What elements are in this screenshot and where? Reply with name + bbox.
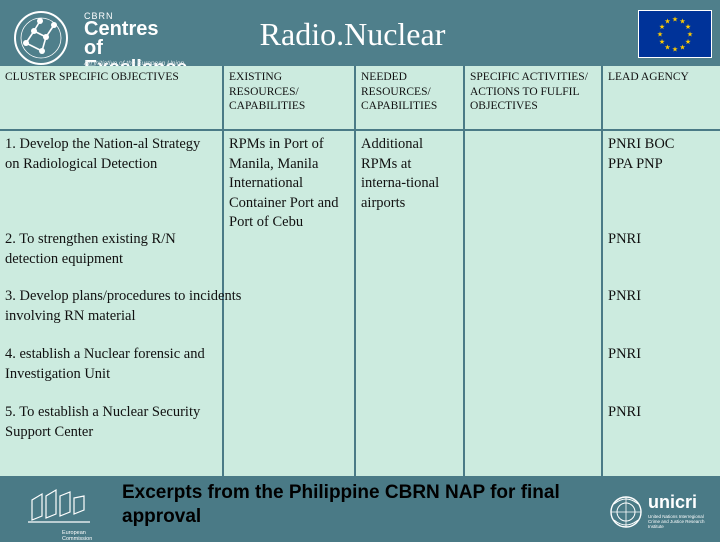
- unicri-subtitle: United Nations Interregional Crime and J…: [648, 514, 705, 529]
- objectives-column-body: [0, 131, 222, 476]
- eu-star-icon: ★: [672, 46, 678, 54]
- column-header-needed: NEEDED RESOURCES/ CAPABILITIES: [356, 66, 463, 129]
- eu-star-icon: ★: [679, 43, 685, 51]
- eu-star-icon: ★: [685, 38, 691, 46]
- unicri-name: unicri: [648, 492, 698, 512]
- eu-star-icon: ★: [664, 43, 670, 51]
- lead-agency-row-3: PNRI: [608, 288, 642, 304]
- lead-agency-row-2: PNRI: [608, 231, 642, 247]
- eu-star-icon: ★: [664, 18, 670, 26]
- column-header-lead-agency: LEAD AGENCY: [603, 66, 720, 129]
- specific-activities-cell: [465, 131, 601, 476]
- objective-row-1: 1. Develop the Nation-al Strategy on Rad…: [5, 136, 201, 172]
- cbrn-coe-logo: CBRN Centres of Excellence An initiative…: [8, 6, 208, 78]
- eu-star-icon: ★: [657, 31, 663, 39]
- logo-kicker: CBRN: [84, 11, 114, 21]
- un-emblem-icon: [610, 496, 642, 528]
- slide-header: CBRN Centres of Excellence An initiative…: [0, 0, 720, 78]
- eu-star-icon: ★: [659, 38, 665, 46]
- objectives-table: CLUSTER SPECIFIC OBJECTIVES EXISTING RES…: [0, 66, 720, 476]
- column-header-activities: SPECIFIC ACTIVITIES/ ACTIONS TO FULFIL O…: [465, 66, 601, 129]
- eu-star-icon: ★: [679, 18, 685, 26]
- ec-logo-label: European Commission: [62, 530, 93, 542]
- slide-title: Radio.Nuclear: [259, 16, 446, 52]
- eu-flag-icon: ★ ★ ★ ★ ★ ★ ★ ★ ★ ★ ★ ★: [638, 10, 712, 58]
- lead-agency-row-4: PNRI: [608, 346, 642, 362]
- network-globe-icon: [14, 11, 68, 65]
- european-commission-logo: European Commission: [26, 486, 96, 542]
- eu-star-icon: ★: [672, 16, 678, 24]
- lead-agency-column-body: [603, 131, 720, 476]
- slide-footer: European Commission Excerpts from the Ph…: [0, 476, 720, 542]
- logo-line-1: Centres: [84, 18, 159, 40]
- objective-row-4: 4. establish a Nuclear forensic and Inve…: [5, 346, 205, 382]
- unicri-logo: unicri United Nations Interregional Crim…: [608, 492, 712, 532]
- objective-row-5: 5. To establish a Nuclear Security Suppo…: [5, 404, 201, 440]
- lead-agency-row-1: PNRI BOC PPA PNP: [608, 136, 675, 172]
- logo-tagline: An initiative of the European Union: [84, 60, 185, 67]
- objective-row-2: 2. To strengthen existing R/N detection …: [5, 231, 176, 267]
- eu-star-icon: ★: [687, 31, 693, 39]
- existing-resources-cell: RPMs in Port of Manila, Manila Internati…: [224, 131, 354, 476]
- ec-building-icon: [28, 488, 90, 523]
- eu-star-icon: ★: [685, 23, 691, 31]
- footer-caption: Excerpts from the Philippine CBRN NAP fo…: [122, 482, 560, 527]
- needed-resources-cell: Additional RPMs at interna-tional airpor…: [356, 131, 463, 476]
- column-header-objectives: CLUSTER SPECIFIC OBJECTIVES: [0, 66, 222, 129]
- eu-star-icon: ★: [659, 23, 665, 31]
- lead-agency-row-5: PNRI: [608, 404, 642, 420]
- objective-row-3: 3. Develop plans/procedures to incidents…: [5, 288, 242, 324]
- column-header-existing: EXISTING RESOURCES/ CAPABILITIES: [224, 66, 354, 129]
